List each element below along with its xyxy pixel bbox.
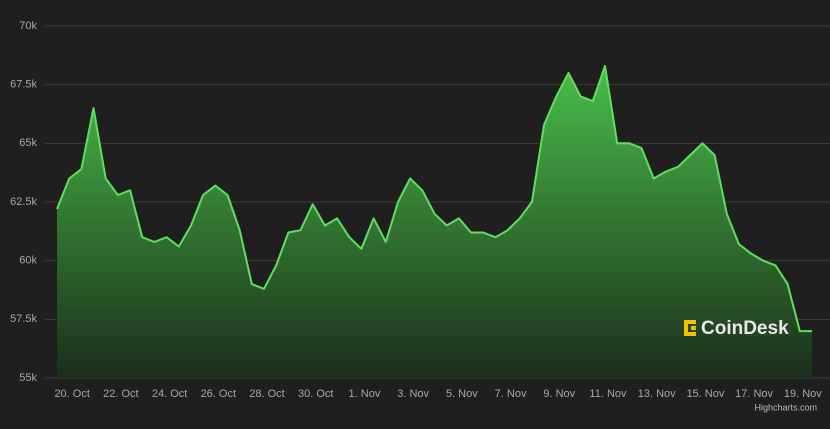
grid: 55k 57.5k 60k 62.5k 65k 67.5k 70k 20. Oct 22. Oc… (10, 20, 830, 400)
x-tick-label: 17. Nov (735, 388, 773, 400)
x-tick-label: 13. Nov (638, 388, 676, 400)
y-tick-label: 67.5k (10, 79, 37, 91)
y-tick-label: 57.5k (10, 313, 37, 325)
x-tick-label: 1. Nov (349, 388, 381, 400)
x-tick-label: 15. Nov (686, 388, 724, 400)
credit: Highcharts.com (754, 402, 817, 412)
plot (56, 64, 812, 379)
x-tick-label: 11. Nov (589, 388, 627, 400)
x-tick-label: 9. Nov (543, 388, 575, 400)
watermark-text: CoinDesk (701, 318, 789, 339)
watermark-logo (684, 320, 696, 336)
watermark: CoinDesk (684, 318, 789, 339)
x-tick-label: 5. Nov (446, 388, 478, 400)
area (57, 65, 812, 379)
x-tick-label: 30. Oct (298, 388, 333, 400)
y-tick-label: 65k (19, 137, 37, 149)
x-tick-label: 22. Oct (103, 388, 138, 400)
y-tick-label: 70k (19, 20, 37, 32)
x-tick-label: 19. Nov (784, 388, 822, 400)
x-tick-label: 28. Oct (249, 388, 284, 400)
y-tick-label: 60k (19, 255, 37, 267)
x-tick-label: 3. Nov (397, 388, 429, 400)
line (56, 64, 812, 333)
y-tick-label: 55k (19, 372, 37, 384)
x-tick-label: 7. Nov (495, 388, 527, 400)
y-tick-label: 62.5k (10, 196, 37, 208)
x-tick-label: 24. Oct (152, 388, 187, 400)
x-tick-label: 26. Oct (201, 388, 236, 400)
x-tick-label: 20. Oct (54, 388, 89, 400)
